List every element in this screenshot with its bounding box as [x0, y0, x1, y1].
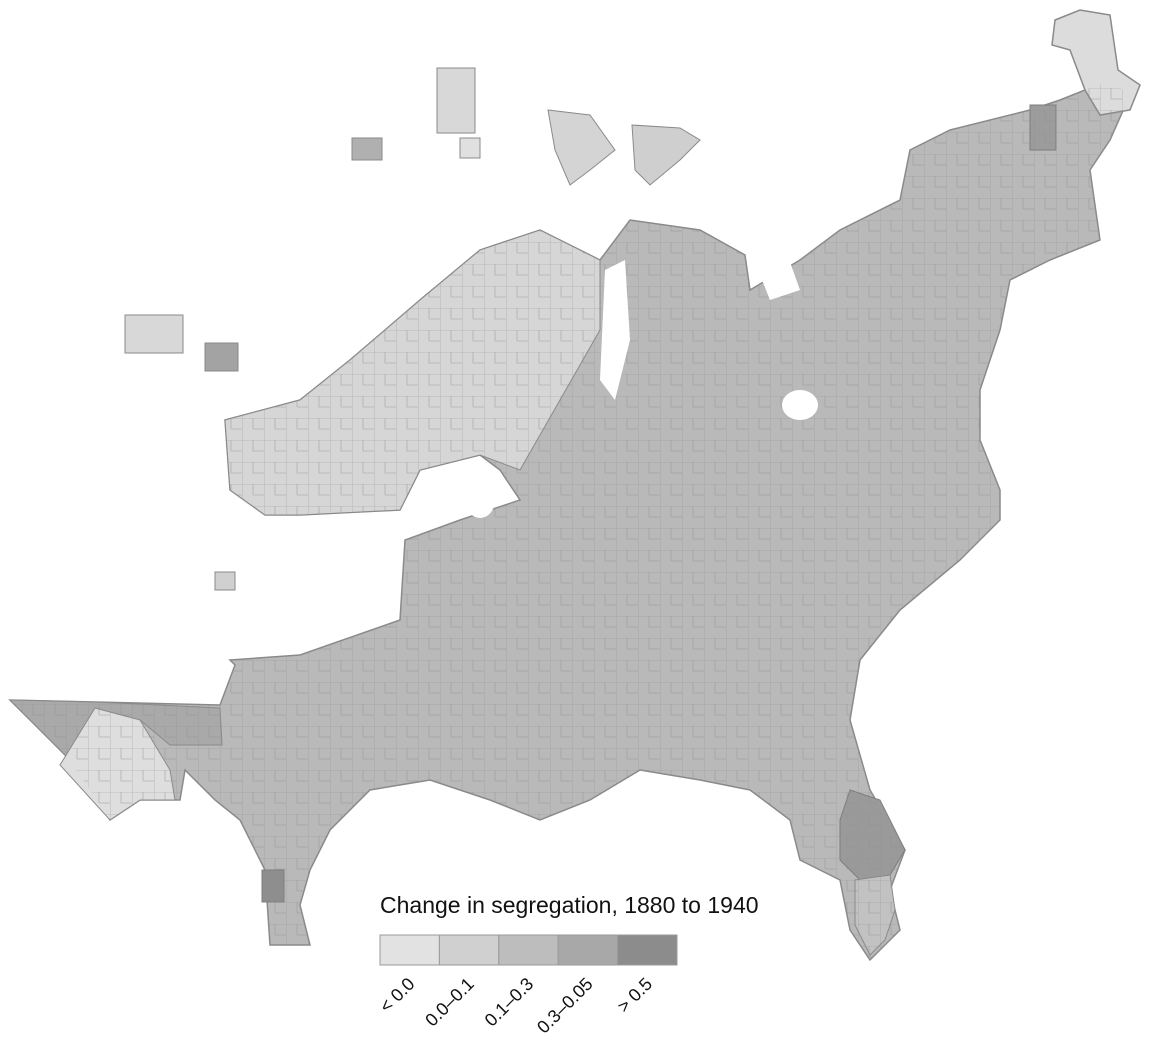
lake [465, 482, 495, 518]
county-texture [10, 80, 1130, 960]
legend-swatch [557, 934, 619, 966]
legend-label: 0.1–0.3 [481, 974, 538, 1031]
legend-label: > 0.5 [613, 974, 656, 1017]
legend-swatch [617, 934, 678, 966]
lake [600, 260, 630, 400]
region-outlier [351, 137, 383, 161]
lake [782, 390, 818, 420]
region-outlier [436, 67, 476, 134]
region-outlier [124, 314, 184, 354]
region-outlier [204, 342, 239, 372]
region-outlier [459, 137, 481, 159]
legend-label: < 0.0 [376, 974, 419, 1017]
region-outlier [214, 571, 236, 591]
legend-swatch [438, 934, 500, 966]
legend-title: Change in segregation, 1880 to 1940 [380, 892, 759, 918]
legend-label: 0.3–0.05 [533, 974, 597, 1038]
legend-swatch [498, 934, 559, 966]
legend: Change in segregation, 1880 to 1940 < 0.… [376, 892, 759, 1037]
region-outlier [547, 109, 616, 186]
legend-label: 0.0–0.1 [421, 974, 478, 1031]
lake [760, 262, 800, 300]
region-outlier [631, 124, 701, 186]
legend-swatch [379, 934, 440, 966]
